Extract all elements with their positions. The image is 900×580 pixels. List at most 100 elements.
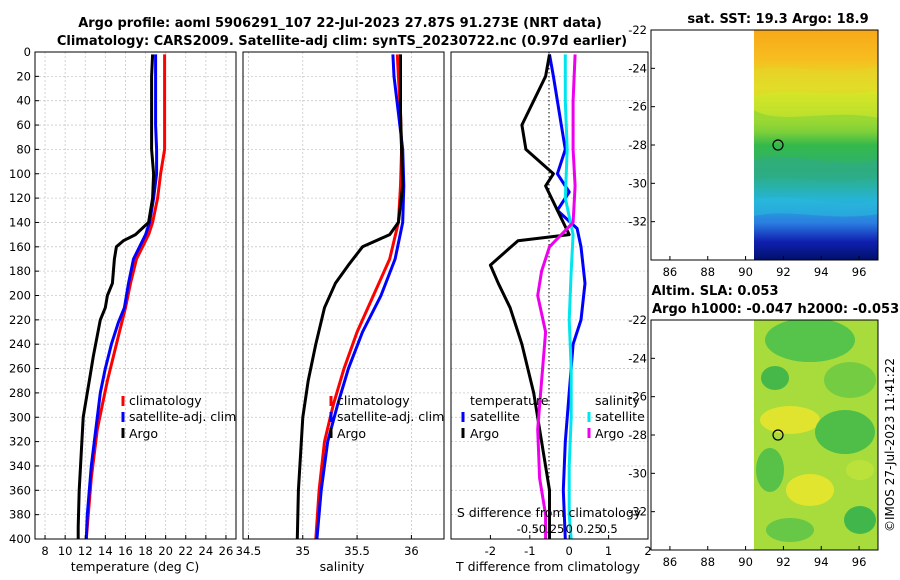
y-tick-label: 260: [9, 362, 31, 376]
map-x-tick-label: 86: [663, 555, 678, 569]
y-tick-label: 20: [16, 69, 31, 83]
difference-legend: temperature salinity satellite Argo sate…: [461, 393, 645, 441]
x-tick-label: 1: [605, 544, 612, 558]
map-y-tick-label: -30: [628, 466, 647, 480]
s-diff-tick-label: 0.5: [599, 522, 617, 536]
salinity-series: [295, 54, 406, 539]
map-y-tick-label: -22: [628, 313, 647, 327]
y-tick-label: 340: [9, 459, 31, 473]
s-diff-tick-label: -0.5: [517, 522, 539, 536]
map-y-tick-label: -22: [628, 23, 647, 37]
legend-climatology-label: climatology: [337, 393, 410, 408]
map-x-tick-label: 88: [700, 265, 715, 279]
map-y-tick-label: -28: [628, 428, 647, 442]
temperature-xlabel: temperature (deg C): [71, 559, 200, 574]
temperature-panel: 0 20 40 60 80 100 120 140 160 180 200 220 240 260 280 3…: [9, 45, 237, 574]
map-y-tick-label: -28: [628, 138, 647, 152]
salinity-xlabel: salinity: [320, 559, 365, 574]
map-y-tick-label: -26: [628, 100, 647, 114]
map-y-tick-label: -26: [628, 390, 647, 404]
map-y-tick-label: -32: [628, 215, 647, 229]
map-x-tick-label: 96: [852, 265, 867, 279]
map-x-tick-label: 88: [700, 555, 715, 569]
y-tick-label: 120: [9, 191, 31, 205]
x-tick-label: 18: [138, 544, 153, 558]
sst-texture: [754, 66, 878, 217]
difference-xlabel: T difference from climatology: [455, 559, 641, 574]
y-tick-label: 80: [16, 142, 31, 156]
x-tick-label: 12: [78, 544, 93, 558]
salinity-series-satellite-adj-clim: [315, 54, 406, 539]
x-tick-label: 0: [566, 544, 573, 558]
sst-argo-location-marker: [772, 139, 784, 151]
x-tick-label: 20: [158, 544, 173, 558]
temperature-series-satellite-adj-clim: [84, 54, 159, 539]
salinity-legend: climatology satellite-adj. clim Argo: [329, 393, 444, 441]
sla-texture: [756, 320, 876, 542]
difference-axes-frame: [450, 51, 649, 540]
legend-salinity-header: salinity: [595, 393, 640, 408]
x-tick-label: 16: [118, 544, 133, 558]
imos-timestamp: ©IMOS 27-Jul-2023 11:41:22: [883, 358, 897, 532]
x-tick-label: 35: [295, 544, 310, 558]
map-x-tick-label: 92: [776, 265, 791, 279]
legend-temperature-header: temperature: [470, 393, 549, 408]
salinity-grid: [243, 51, 444, 540]
y-tick-label: 360: [9, 483, 31, 497]
sla-map-subtitle: Argo h1000: -0.047 h2000: -0.053: [652, 302, 899, 317]
difference-series-s-argo: [536, 54, 577, 539]
temperature-legend: climatology satellite-adj. clim Argo: [121, 393, 236, 441]
y-tick-label: 60: [16, 118, 31, 132]
s-diff-tick-label: 0.25: [576, 522, 602, 536]
s-diff-tick-label: -0.25: [535, 522, 565, 536]
x-tick-label: 24: [199, 544, 214, 558]
map-x-tick-label: 94: [814, 555, 829, 569]
difference-ticks: -2 -1 0 1 2 -0.5-0.25 0 0.250.5: [485, 522, 652, 558]
x-tick-label: 35.5: [344, 544, 370, 558]
x-tick-label: 34.5: [236, 544, 262, 558]
salinity-axes-frame: [242, 51, 445, 540]
temperature-grid: [35, 51, 236, 540]
main-title-line1: Argo profile: aoml 5906291_107 22-Jul-20…: [78, 16, 602, 31]
x-tick-label: 22: [178, 544, 193, 558]
x-tick-label: 8: [41, 544, 48, 558]
map-x-tick-label: 92: [776, 555, 791, 569]
y-tick-label: 180: [9, 264, 31, 278]
difference-series-s-satellite: [563, 54, 575, 539]
x-tick-label: 26: [219, 544, 234, 558]
s-diff-tick-label: 0: [566, 522, 573, 536]
x-tick-label: -1: [524, 544, 535, 558]
sla-map-panel: Altim. SLA: 0.053 Argo h1000: -0.047 h20…: [628, 284, 899, 569]
difference-panel: -2 -1 0 1 2 -0.5-0.25 0 0.250.5 T difference fr…: [450, 51, 652, 574]
salinity-series-argo: [295, 54, 405, 539]
legend-argo-label: Argo: [129, 426, 158, 441]
legend-climatology-label: climatology: [129, 393, 202, 408]
x-tick-label: -2: [485, 544, 496, 558]
y-tick-label: 380: [9, 508, 31, 522]
y-tick-label: 200: [9, 289, 31, 303]
temperature-series: [76, 54, 167, 539]
legend-t-argo-label: Argo: [470, 426, 499, 441]
sla-map-title: Altim. SLA: 0.053: [652, 284, 779, 299]
sst-map-panel: sat. SST: 19.3 Argo: 18.9 86 88 90 92 94 96 -2…: [628, 12, 879, 279]
sst-ticks: 86 88 90 92 94 96 -22 -24 -26 -28 -30 -32: [628, 23, 866, 279]
y-tick-label: 100: [9, 167, 31, 181]
sla-ticks: 86 88 90 92 94 96 -22 -24 -26 -28 -30 -32: [628, 313, 866, 569]
y-tick-label: 240: [9, 337, 31, 351]
main-title-line2: Climatology: CARS2009. Satellite-adj cli…: [57, 34, 627, 49]
y-tick-label: 320: [9, 435, 31, 449]
map-x-tick-label: 96: [852, 555, 867, 569]
map-y-tick-label: -32: [628, 505, 647, 519]
legend-argo-label: Argo: [337, 426, 366, 441]
map-x-tick-label: 86: [663, 265, 678, 279]
y-tick-label: 40: [16, 94, 31, 108]
legend-t-satellite-label: satellite: [470, 409, 520, 424]
y-tick-label: 140: [9, 215, 31, 229]
y-tick-label: 220: [9, 313, 31, 327]
map-x-tick-label: 90: [738, 555, 753, 569]
salinity-ticks: 34.5 35 35.5 36: [236, 535, 419, 558]
legend-satellite-label: satellite-adj. clim: [129, 409, 236, 424]
sst-map-title: sat. SST: 19.3 Argo: 18.9: [687, 12, 868, 27]
temperature-ticks: 0 20 40 60 80 100 120 140 160 180 200 220 240 260 280 3…: [9, 45, 233, 558]
